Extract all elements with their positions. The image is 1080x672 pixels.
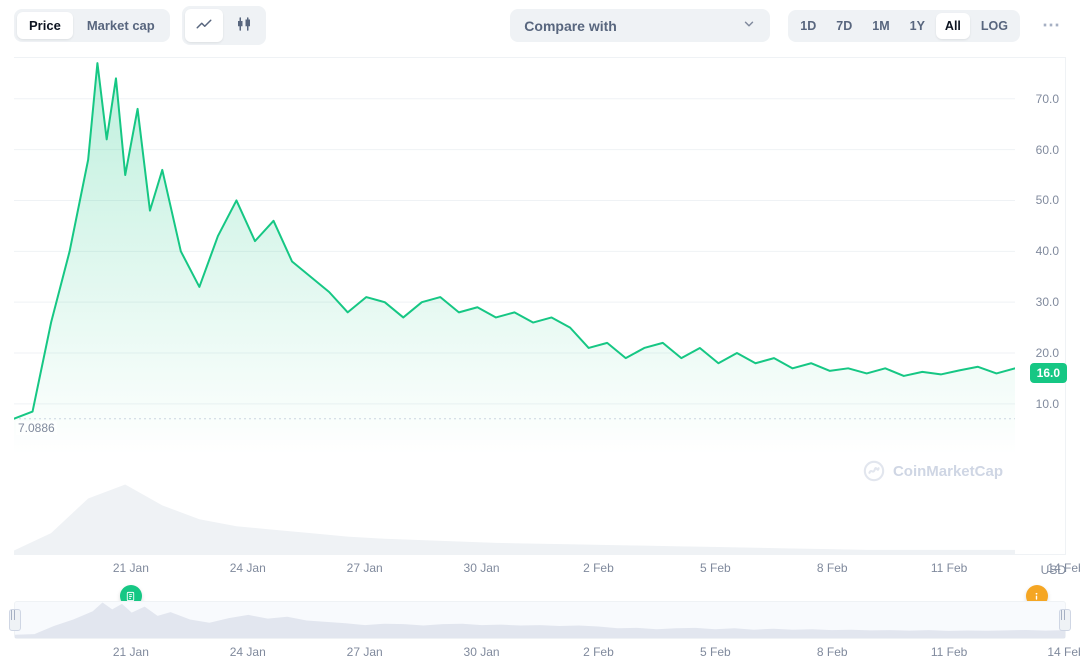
watermark: CoinMarketCap bbox=[863, 460, 1003, 482]
x-tick: 11 Feb bbox=[931, 561, 967, 575]
x-tick: 5 Feb bbox=[700, 561, 731, 575]
brush-x-tick: 11 Feb bbox=[931, 645, 967, 659]
range-all[interactable]: All bbox=[936, 13, 970, 39]
brush-area[interactable] bbox=[14, 601, 1066, 639]
chart-type-toggle bbox=[182, 6, 266, 45]
range-1m[interactable]: 1M bbox=[863, 13, 898, 39]
y-tick: 40.0 bbox=[1036, 244, 1059, 258]
tab-price[interactable]: Price bbox=[17, 12, 73, 39]
brush-x-tick: 27 Jan bbox=[347, 645, 383, 659]
brush-x-tick: 14 Feb bbox=[1047, 645, 1080, 659]
compare-with-label: Compare with bbox=[524, 18, 617, 34]
chevron-down-icon bbox=[742, 17, 756, 34]
candlestick-icon-button[interactable] bbox=[225, 9, 263, 42]
x-tick: 21 Jan bbox=[113, 561, 149, 575]
y-tick: 70.0 bbox=[1036, 92, 1059, 106]
chart-toolbar: PriceMarket cap Compare with 1D7D1M1YAll… bbox=[0, 0, 1080, 51]
brush-range: 21 Jan 24 Jan 27 Jan 30 Jan 2 Feb 5 Feb 8 Feb 1… bbox=[14, 601, 1066, 667]
y-tick: 60.0 bbox=[1036, 143, 1059, 157]
y-tick: 50.0 bbox=[1036, 193, 1059, 207]
x-tick: 27 Jan bbox=[347, 561, 383, 575]
range-7d[interactable]: 7D bbox=[827, 13, 861, 39]
y-tick: 30.0 bbox=[1036, 295, 1059, 309]
line-icon-button[interactable] bbox=[185, 9, 223, 42]
y-tick: 20.0 bbox=[1036, 346, 1059, 360]
tab-mcap[interactable]: Market cap bbox=[75, 12, 167, 39]
brush-x-tick: 21 Jan bbox=[113, 645, 149, 659]
brush-x-axis: 21 Jan 24 Jan 27 Jan 30 Jan 2 Feb 5 Feb 8 Feb 1… bbox=[14, 645, 1066, 667]
range-log[interactable]: LOG bbox=[972, 13, 1017, 39]
price-mcap-toggle: PriceMarket cap bbox=[14, 9, 170, 42]
x-tick: 30 Jan bbox=[464, 561, 500, 575]
brush-x-tick: 8 Feb bbox=[817, 645, 848, 659]
watermark-text: CoinMarketCap bbox=[893, 463, 1003, 480]
start-value-label: 7.0886 bbox=[16, 421, 57, 435]
compare-with-select[interactable]: Compare with bbox=[510, 9, 770, 42]
y-tick: 10.0 bbox=[1036, 397, 1059, 411]
time-range-group: 1D7D1M1YAllLOG bbox=[788, 10, 1020, 42]
range-1y[interactable]: 1Y bbox=[901, 13, 934, 39]
current-price-badge: 16.0 bbox=[1030, 363, 1067, 383]
x-tick: 24 Jan bbox=[230, 561, 266, 575]
x-tick: 14 Feb bbox=[1047, 561, 1080, 575]
brush-x-tick: 2 Feb bbox=[583, 645, 614, 659]
brush-x-tick: 5 Feb bbox=[700, 645, 731, 659]
x-tick: 8 Feb bbox=[817, 561, 848, 575]
candlestick-icon bbox=[235, 15, 253, 36]
more-options-button[interactable]: ⋯ bbox=[1036, 11, 1066, 40]
x-axis: USD 21 Jan24 Jan27 Jan30 Jan2 Feb5 Feb8 … bbox=[14, 561, 1066, 585]
range-1d[interactable]: 1D bbox=[791, 13, 825, 39]
line-icon bbox=[195, 15, 213, 36]
brush-x-tick: 24 Jan bbox=[230, 645, 266, 659]
y-axis: 10.0 20.0 30.0 40.0 50.0 60.0 70.0 16.0 bbox=[1015, 58, 1065, 554]
brush-handle-right[interactable] bbox=[1059, 609, 1071, 631]
x-tick: 2 Feb bbox=[583, 561, 614, 575]
brush-handle-left[interactable] bbox=[9, 609, 21, 631]
brush-x-tick: 30 Jan bbox=[464, 645, 500, 659]
price-chart: 7.0886 10.020.030.040.050.060.070.016.0 … bbox=[14, 57, 1066, 585]
